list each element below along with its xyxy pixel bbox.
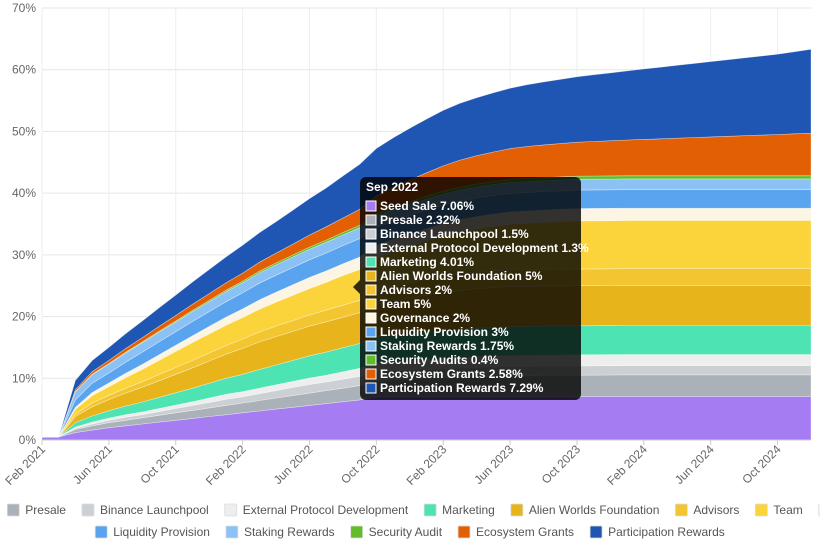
tooltip-item-label: Liquidity Provision 3% [380,325,509,339]
legend-label: Marketing [442,503,495,517]
tooltip-swatch [365,228,377,240]
legend-swatch [423,503,437,517]
tooltip-swatch [365,298,377,310]
tooltip-swatch [365,200,377,212]
x-tick-label: Jun 2024 [672,442,717,487]
y-tick-label: 50% [12,124,36,138]
legend: Seed SalePresaleBinance LaunchpoolExtern… [6,503,820,539]
tooltip-swatch [365,256,377,268]
legend-label: Participation Rewards [608,525,725,539]
legend-label: Ecosystem Grants [476,525,574,539]
legend-label: Team [773,503,802,517]
x-tick-label: Oct 2021 [138,442,183,487]
y-tick-label: 10% [12,371,36,385]
tooltip-caret [353,280,360,294]
y-tick-label: 60% [12,63,36,77]
tooltip-swatch [365,312,377,324]
legend-item[interactable]: External Protocol Development [224,503,409,517]
y-tick-label: 70% [12,1,36,15]
legend-item[interactable]: Binance Launchpool [81,503,209,517]
x-tick-label: Jun 2021 [70,442,115,487]
y-tick-label: 30% [12,248,36,262]
legend-label: External Protocol Development [243,503,409,517]
x-tick-label: Oct 2023 [539,442,584,487]
x-tick-label: Feb 2021 [2,442,48,488]
tooltip-swatch [365,340,377,352]
tooltip-item-label: Team 5% [380,297,431,311]
tooltip-item-label: Ecosystem Grants 2.58% [380,367,523,381]
legend-swatch [225,525,239,539]
legend-swatch [674,503,688,517]
legend-label: Alien Worlds Foundation [529,503,660,517]
y-tick-label: 0% [19,433,37,447]
tooltip-swatch [365,214,377,226]
tooltip-swatch [365,368,377,380]
legend-item[interactable]: Alien Worlds Foundation [510,503,660,517]
legend-swatch [224,503,238,517]
legend-swatch [94,525,108,539]
tooltip-item-label: Staking Rewards 1.75% [380,339,514,353]
legend-item[interactable]: Participation Rewards [589,525,725,539]
tooltip-swatch [365,242,377,254]
legend-item[interactable]: Marketing [423,503,495,517]
tooltip-item-label: Advisors 2% [380,283,452,297]
x-tick-label: Jun 2022 [271,442,316,487]
tooltip-item-label: Presale 2.32% [380,213,460,227]
tooltip-item-label: Marketing 4.01% [380,255,474,269]
tooltip-swatch [365,270,377,282]
x-tick-label: Oct 2024 [739,442,784,487]
legend-label: Staking Rewards [244,525,335,539]
tooltip-swatch [365,382,377,394]
legend-swatch [81,503,95,517]
legend-label: Advisors [693,503,739,517]
x-tick-label: Feb 2023 [404,442,450,488]
y-tick-label: 40% [12,186,36,200]
tooltip-item-label: Alien Worlds Foundation 5% [380,269,543,283]
series-area-13 [42,48,812,438]
x-tick-label: Oct 2022 [338,442,383,487]
legend-item[interactable]: Staking Rewards [225,525,335,539]
legend-swatch [6,503,20,517]
x-tick-label: Feb 2024 [604,442,650,488]
tooltip: Sep 2022 Seed Sale 7.06%Presale 2.32%Bina… [353,177,589,400]
legend-label: Presale [25,503,66,517]
legend-label: Security Audit [369,525,443,539]
tooltip-box [360,177,581,400]
legend-label: Binance Launchpool [100,503,209,517]
legend-item[interactable]: Security Audit [350,525,443,539]
tooltip-swatch [365,284,377,296]
legend-swatch [589,525,603,539]
legend-swatch [457,525,471,539]
tooltip-item-label: External Protocol Development 1.3% [380,241,589,255]
tooltip-swatch [365,354,377,366]
tooltip-title: Sep 2022 [366,180,418,194]
x-tick-label: Jun 2023 [471,442,516,487]
legend-item[interactable]: Team [754,503,803,517]
tooltip-item-label: Security Audits 0.4% [380,353,499,367]
legend-swatch [754,503,768,517]
y-tick-label: 20% [12,310,36,324]
legend-label: Liquidity Provision [113,525,210,539]
legend-swatch [350,525,364,539]
tooltip-item-label: Seed Sale 7.06% [380,199,474,213]
legend-item[interactable]: Presale [6,503,66,517]
legend-item[interactable]: Advisors [674,503,739,517]
legend-item[interactable]: Liquidity Provision [94,525,210,539]
legend-swatch [510,503,524,517]
legend-item[interactable]: Ecosystem Grants [457,525,574,539]
tooltip-item-label: Governance 2% [380,311,470,325]
x-tick-label: Feb 2022 [203,442,249,488]
tooltip-item-label: Binance Launchpool 1.5% [380,227,529,241]
tooltip-swatch [365,326,377,338]
tooltip-item-label: Participation Rewards 7.29% [380,381,544,395]
